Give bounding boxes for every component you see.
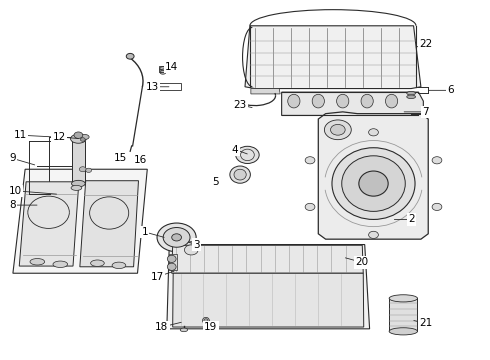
Ellipse shape bbox=[91, 260, 104, 266]
Text: 5: 5 bbox=[212, 177, 219, 187]
Text: 3: 3 bbox=[193, 239, 199, 249]
Ellipse shape bbox=[126, 53, 134, 59]
Text: 13: 13 bbox=[146, 82, 159, 92]
Bar bbox=[159, 83, 181, 90]
Text: 7: 7 bbox=[422, 107, 429, 117]
Ellipse shape bbox=[305, 203, 315, 211]
Text: 9: 9 bbox=[10, 153, 16, 163]
Ellipse shape bbox=[86, 168, 92, 172]
Text: 22: 22 bbox=[419, 39, 432, 49]
Ellipse shape bbox=[305, 157, 315, 164]
Ellipse shape bbox=[80, 134, 89, 139]
Text: 11: 11 bbox=[14, 130, 27, 140]
Ellipse shape bbox=[432, 203, 442, 211]
Text: 4: 4 bbox=[232, 144, 239, 154]
Ellipse shape bbox=[342, 156, 405, 211]
Ellipse shape bbox=[389, 295, 417, 302]
Ellipse shape bbox=[236, 146, 259, 163]
Ellipse shape bbox=[386, 94, 398, 108]
Ellipse shape bbox=[53, 261, 68, 267]
Polygon shape bbox=[172, 273, 364, 327]
Text: 19: 19 bbox=[204, 322, 218, 332]
Text: 15: 15 bbox=[114, 153, 127, 163]
Ellipse shape bbox=[288, 94, 300, 108]
Bar bbox=[389, 298, 417, 331]
Ellipse shape bbox=[368, 129, 378, 136]
Polygon shape bbox=[169, 253, 176, 270]
Ellipse shape bbox=[160, 67, 166, 71]
Ellipse shape bbox=[359, 171, 388, 196]
Ellipse shape bbox=[80, 138, 85, 141]
Text: 20: 20 bbox=[356, 257, 369, 267]
Polygon shape bbox=[19, 182, 79, 266]
Polygon shape bbox=[13, 169, 147, 273]
Ellipse shape bbox=[331, 125, 345, 135]
Polygon shape bbox=[80, 181, 139, 267]
Ellipse shape bbox=[368, 231, 378, 238]
Ellipse shape bbox=[112, 262, 126, 269]
Ellipse shape bbox=[202, 318, 209, 324]
Text: 10: 10 bbox=[9, 186, 22, 196]
Ellipse shape bbox=[332, 148, 415, 220]
Text: 12: 12 bbox=[53, 132, 66, 142]
Ellipse shape bbox=[432, 157, 442, 164]
Ellipse shape bbox=[79, 167, 86, 172]
Bar bbox=[159, 66, 178, 72]
Ellipse shape bbox=[163, 228, 190, 247]
Text: 1: 1 bbox=[142, 227, 148, 237]
Ellipse shape bbox=[184, 245, 198, 255]
Text: 16: 16 bbox=[133, 155, 147, 165]
Polygon shape bbox=[251, 89, 280, 94]
Bar bbox=[72, 140, 85, 184]
Polygon shape bbox=[318, 112, 428, 239]
Polygon shape bbox=[167, 244, 369, 329]
Ellipse shape bbox=[74, 132, 83, 138]
Text: 2: 2 bbox=[408, 215, 415, 224]
Ellipse shape bbox=[172, 234, 181, 241]
Ellipse shape bbox=[337, 94, 349, 108]
Ellipse shape bbox=[204, 319, 208, 322]
Ellipse shape bbox=[234, 169, 246, 180]
Ellipse shape bbox=[71, 134, 86, 143]
Text: 18: 18 bbox=[155, 322, 169, 332]
Polygon shape bbox=[282, 92, 423, 116]
Polygon shape bbox=[245, 26, 421, 89]
Ellipse shape bbox=[71, 185, 82, 190]
Ellipse shape bbox=[72, 180, 85, 187]
Text: 17: 17 bbox=[150, 272, 164, 282]
Ellipse shape bbox=[167, 263, 176, 270]
Ellipse shape bbox=[30, 258, 45, 265]
Polygon shape bbox=[172, 245, 363, 273]
Ellipse shape bbox=[407, 91, 416, 95]
Text: 14: 14 bbox=[165, 62, 178, 72]
Ellipse shape bbox=[407, 95, 416, 99]
Ellipse shape bbox=[180, 328, 188, 332]
Text: 6: 6 bbox=[447, 85, 454, 95]
Ellipse shape bbox=[157, 223, 196, 252]
Ellipse shape bbox=[312, 94, 324, 108]
Ellipse shape bbox=[230, 166, 250, 183]
Text: 23: 23 bbox=[234, 100, 247, 110]
Text: 21: 21 bbox=[419, 319, 432, 328]
Ellipse shape bbox=[389, 328, 417, 335]
Ellipse shape bbox=[324, 120, 351, 140]
Ellipse shape bbox=[361, 94, 373, 108]
Ellipse shape bbox=[160, 71, 166, 74]
Ellipse shape bbox=[167, 255, 176, 262]
Text: 8: 8 bbox=[10, 200, 16, 210]
